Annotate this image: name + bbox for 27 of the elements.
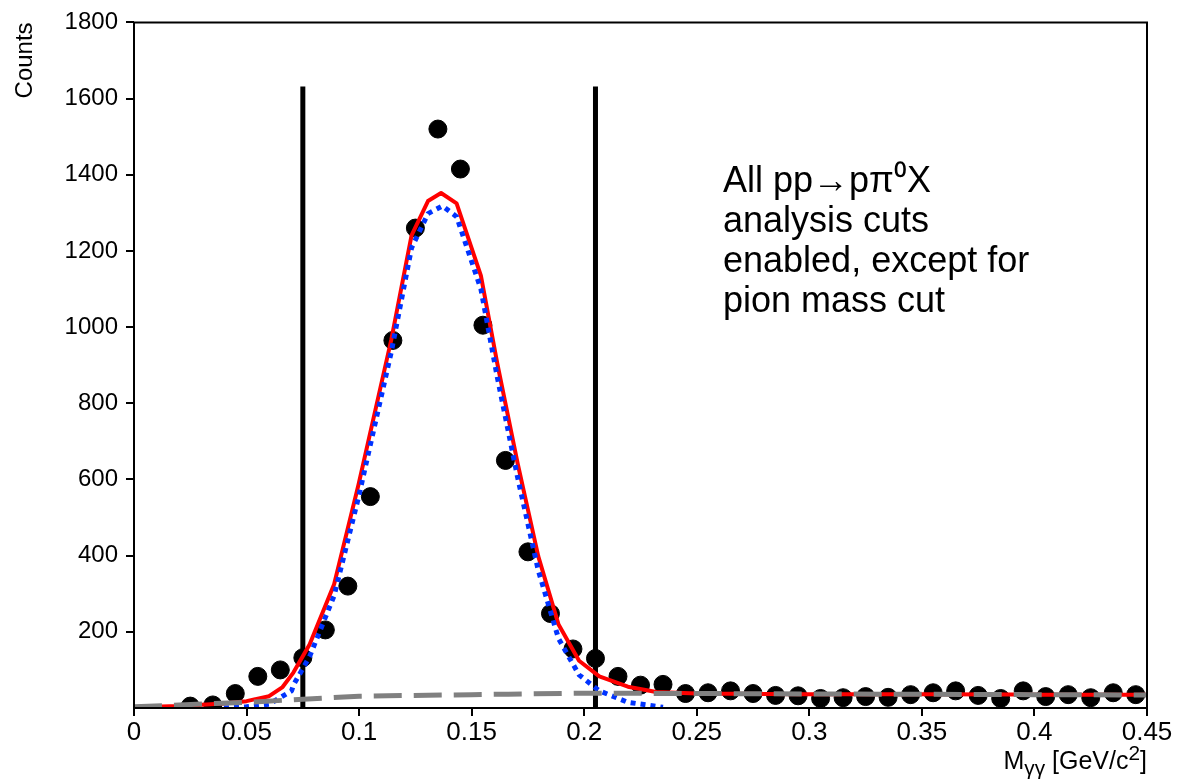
x-tick-label: 0 [126, 715, 142, 746]
annotation: All pp→pπ⁰X analysis cuts enabled, except for pion mass cut [723, 159, 1031, 320]
x-tick-label: 0.2 [566, 715, 603, 746]
y-tick-label: 400 [77, 540, 118, 568]
point [428, 119, 448, 139]
point [338, 576, 358, 596]
x-tick-label: 0.35 [896, 715, 948, 746]
y-tick-label: 200 [77, 616, 118, 644]
y-tick-label: 600 [77, 464, 118, 492]
y-tick-label: 1200 [64, 235, 118, 263]
x-tick-label: 0.25 [671, 715, 723, 746]
point [360, 487, 380, 507]
y-tick-label: 1000 [64, 311, 118, 339]
x-tick-label: 0.05 [221, 715, 272, 746]
x-tick-label: 0.15 [446, 715, 497, 746]
y-axis-title: Counts [10, 22, 37, 99]
y-tick-label: 800 [77, 387, 118, 415]
point [248, 666, 268, 686]
x-tick-label: 0.1 [341, 715, 378, 746]
y-tick-label: 1600 [64, 83, 118, 111]
x-tick-label: 0.3 [791, 715, 828, 746]
point [585, 648, 605, 668]
point [270, 660, 290, 680]
point [495, 450, 515, 470]
point [450, 159, 470, 179]
y-tick-label: 1400 [64, 159, 118, 187]
y-tick-label: 1800 [64, 7, 118, 35]
